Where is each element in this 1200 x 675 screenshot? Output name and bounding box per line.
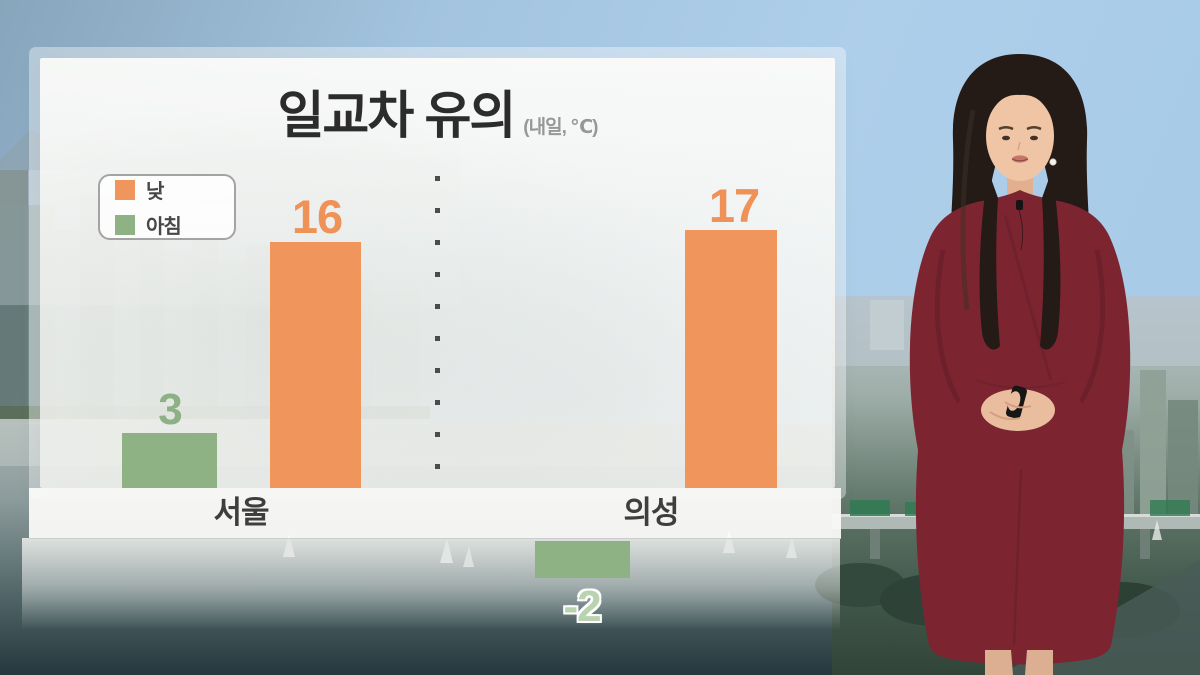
group-divider-dotted-line (435, 176, 440, 492)
value-seoul-morning: 3 (158, 385, 183, 434)
presenter-bangs (985, 89, 1055, 124)
presenter-hands (981, 385, 1055, 431)
value-uiseong-morning: -2 (563, 582, 601, 631)
category-label-seoul: 서울 (213, 495, 269, 530)
presenter-face-features (998, 126, 1042, 163)
bar-uiseong-morning-negative (535, 541, 630, 578)
bar-seoul-morning (122, 433, 217, 488)
value-uiseong-day: 17 (708, 179, 760, 232)
chart-legend: 낮 아침 (98, 174, 236, 240)
presenter-earring (1049, 158, 1057, 166)
presenter-lapel-mic (1016, 200, 1024, 251)
fog-haze (22, 538, 840, 630)
legend-day-label: 낮 (146, 181, 164, 203)
weather-presenter (909, 54, 1131, 675)
legend-item-day: 낮 (115, 175, 234, 204)
value-seoul-day: 16 (291, 190, 343, 243)
presenter-dress-folds (934, 214, 1106, 646)
category-label-uiseong: 의성 (623, 495, 679, 530)
presenter-hair-highlight (960, 109, 976, 311)
bar-seoul-day (270, 242, 361, 488)
bar-uiseong-day (685, 230, 777, 488)
legend-morning-swatch-icon (115, 214, 135, 235)
legend-day-swatch-icon (115, 179, 135, 200)
legend-morning-label: 아침 (146, 216, 182, 238)
legend-item-morning: 아침 (115, 210, 234, 239)
category-axis-strip (29, 488, 841, 539)
presenter-legs (985, 650, 1053, 675)
sailboat (1152, 520, 1162, 540)
presenter-hair-strands (979, 170, 1061, 350)
chart-unit-label: (내일, ℃) (523, 117, 598, 138)
chart-title-row: 일교차 유의 (내일, ℃) (40, 74, 835, 148)
presenter-face (986, 91, 1054, 181)
chart-title: 일교차 유의 (277, 87, 517, 144)
